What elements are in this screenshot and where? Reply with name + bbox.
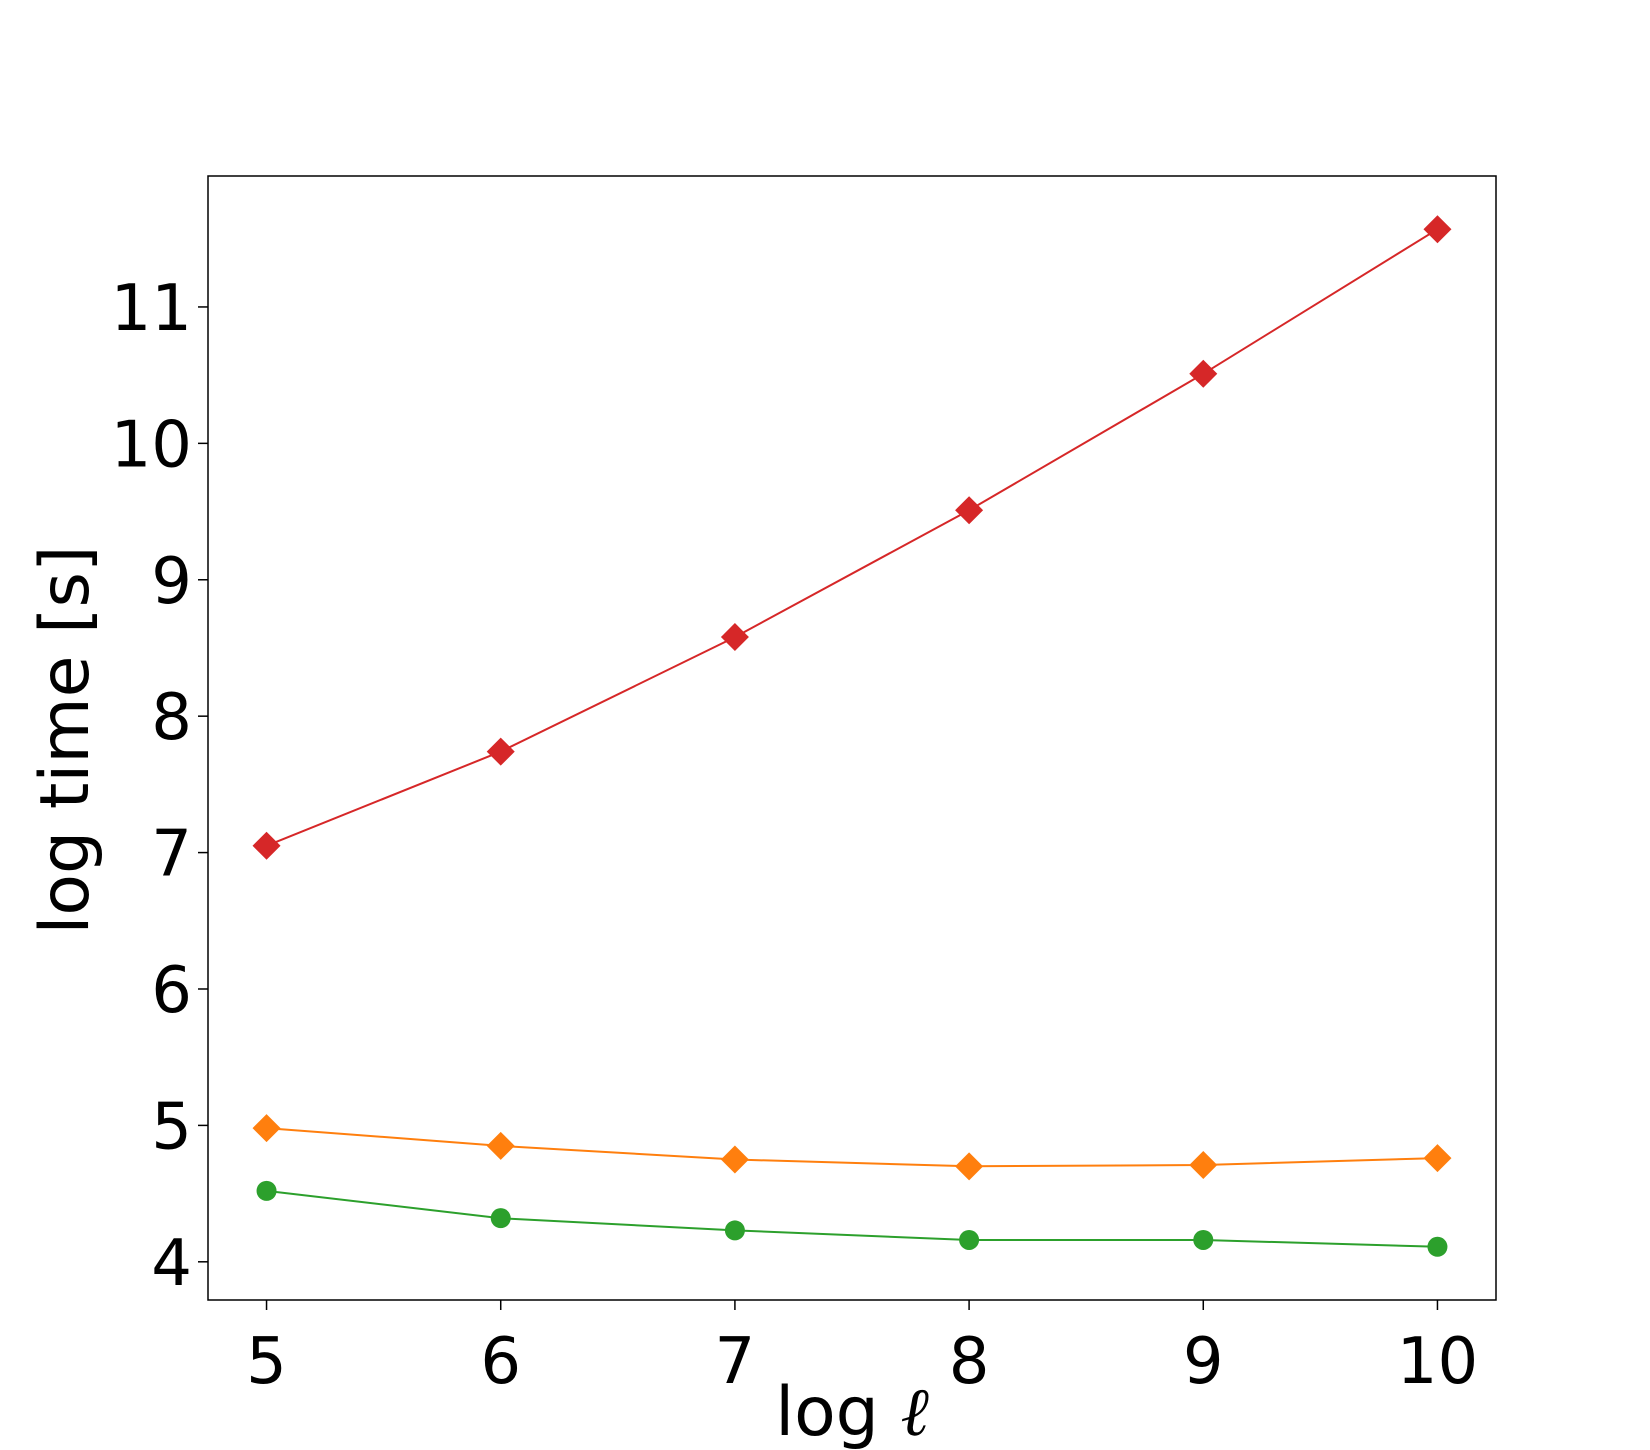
y-tick-label: 4 xyxy=(151,1227,192,1301)
series-layer xyxy=(252,215,1452,1257)
y-tick-label: 9 xyxy=(151,545,192,619)
y-tick-label: 7 xyxy=(151,818,192,892)
data-point xyxy=(720,1145,749,1174)
data-point xyxy=(252,831,281,860)
plot-frame xyxy=(207,175,1497,1301)
y-axis-label: log time [s] xyxy=(26,545,105,934)
data-point xyxy=(720,623,749,652)
data-point xyxy=(256,1180,277,1201)
y-tick-label: 10 xyxy=(111,408,192,482)
data-point xyxy=(1189,359,1218,388)
data-point xyxy=(1423,215,1452,244)
x-tick-label: 7 xyxy=(715,1325,756,1399)
data-point xyxy=(1189,1150,1218,1179)
data-point xyxy=(955,496,984,525)
x-tick-label: 10 xyxy=(1397,1325,1478,1399)
data-point xyxy=(490,1208,511,1229)
data-point xyxy=(486,737,515,766)
y-tick-label: 8 xyxy=(151,681,192,755)
data-point xyxy=(955,1152,984,1181)
y-tick-label: 6 xyxy=(151,954,192,1028)
x-tick-label: 9 xyxy=(1183,1325,1224,1399)
series-line-3 xyxy=(266,1189,1438,1248)
data-point xyxy=(1423,1144,1452,1173)
y-axis-ticks: 4 5 6 7 8 9 10 11 xyxy=(111,272,208,1301)
data-point xyxy=(1427,1236,1448,1257)
series-line-2 xyxy=(266,1127,1438,1168)
data-point xyxy=(1193,1229,1214,1250)
x-axis-label: log ℓ xyxy=(775,1373,929,1450)
x-tick-label: 8 xyxy=(949,1325,990,1399)
data-point xyxy=(486,1131,515,1160)
series-line-1 xyxy=(266,228,1439,847)
x-tick-label: 5 xyxy=(246,1325,287,1399)
data-point xyxy=(724,1220,745,1241)
data-point xyxy=(252,1114,281,1143)
x-axis-label-text: log xyxy=(775,1373,879,1450)
x-axis-ticks: 5 6 7 8 9 10 xyxy=(246,1300,1478,1399)
y-tick-label: 5 xyxy=(151,1090,192,1164)
data-point xyxy=(959,1229,980,1250)
x-tick-label: 6 xyxy=(480,1325,521,1399)
x-axis-label-symbol: ℓ xyxy=(900,1373,928,1450)
y-tick-label: 11 xyxy=(111,272,192,346)
